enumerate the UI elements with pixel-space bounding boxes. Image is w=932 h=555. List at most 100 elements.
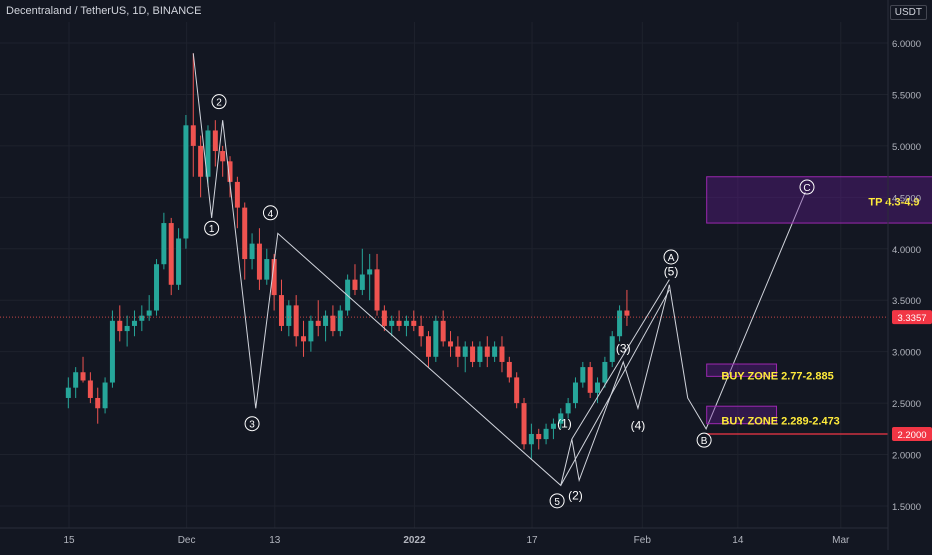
candle <box>572 377 578 409</box>
candle-body <box>256 243 262 280</box>
candle <box>168 217 174 296</box>
wave-label-text: (2) <box>568 489 583 503</box>
wave-label: C <box>799 179 815 195</box>
wave-label: (4) <box>631 419 646 433</box>
wave-line <box>560 289 670 486</box>
candle <box>462 341 468 373</box>
zone-label: TP 4.3-4.9 <box>868 196 919 208</box>
wave-label: A <box>663 249 679 265</box>
zone-label: BUY ZONE 2.289-2.473 <box>721 416 839 428</box>
candle-body <box>73 372 79 388</box>
candle-body <box>220 151 226 162</box>
candle <box>301 320 307 357</box>
candle <box>286 300 292 337</box>
wave-line <box>571 279 670 440</box>
x-tick-label: Mar <box>832 535 850 546</box>
support-price-tag <box>892 426 932 441</box>
candle <box>212 120 218 167</box>
candle <box>367 253 373 301</box>
x-tick-label: Dec <box>178 535 196 546</box>
candle <box>587 361 593 398</box>
candle-body <box>470 346 476 362</box>
candle-body <box>227 161 233 182</box>
candle <box>330 305 336 337</box>
y-tick-label: 3.0000 <box>892 348 921 359</box>
candle-body <box>595 382 601 393</box>
candle-body <box>168 223 174 285</box>
last-price-tag <box>892 310 932 325</box>
wave-label: (1) <box>557 417 572 431</box>
currency-label[interactable]: USDT <box>889 5 927 20</box>
candle-body <box>293 305 299 337</box>
candle <box>139 305 145 332</box>
wave-label: 2 <box>211 94 227 110</box>
candle-body <box>124 325 130 332</box>
candle <box>161 212 167 270</box>
candle <box>131 310 137 337</box>
candle <box>65 377 71 409</box>
wave-label-text: 2 <box>216 98 222 109</box>
x-tick-label: Feb <box>634 535 652 546</box>
wave-label-text: A <box>668 253 675 264</box>
candle <box>249 233 255 270</box>
x-tick-label: 2022 <box>403 535 426 546</box>
candle <box>580 361 586 388</box>
wave-label-circle <box>244 416 260 432</box>
candle-body <box>87 380 93 398</box>
candle-body <box>396 320 402 326</box>
candle-body <box>580 367 586 383</box>
x-tick-label: 14 <box>732 535 744 546</box>
zones: TP 4.3-4.9 BUY ZONE 2.77-2.885 BUY ZONE 2.… <box>706 176 932 435</box>
candle-body <box>264 259 270 280</box>
candle-body <box>323 315 329 326</box>
candle-body <box>249 243 255 260</box>
candle <box>514 372 520 409</box>
candle <box>198 135 204 198</box>
candle-body <box>102 382 108 409</box>
candle <box>117 305 123 342</box>
candle-body <box>176 238 182 285</box>
candle-body <box>154 264 160 311</box>
wave-label-text: C <box>803 183 810 194</box>
candle-body <box>543 428 549 440</box>
candle <box>176 228 182 290</box>
candle <box>536 428 542 450</box>
candle-body <box>550 423 556 429</box>
candle-body <box>455 346 461 357</box>
x-tick-label: 17 <box>526 535 538 546</box>
candle <box>617 305 623 342</box>
wave-label: 3 <box>244 416 260 432</box>
x-tick-label: 15 <box>63 535 75 546</box>
candle-body <box>109 320 115 383</box>
candle <box>95 387 101 424</box>
candle-body <box>389 320 395 326</box>
wave-label-text: 5 <box>554 497 560 508</box>
candle <box>389 315 395 337</box>
candle-body <box>477 346 483 362</box>
candle-body <box>359 274 365 290</box>
wave-label-circle <box>262 205 278 221</box>
zone-label: BUY ZONE 2.77-2.885 <box>721 370 833 382</box>
candle-body <box>367 269 373 275</box>
candle <box>124 315 130 347</box>
candle-body <box>602 361 608 383</box>
wave-label-text: (3) <box>616 342 631 356</box>
candle <box>595 377 601 404</box>
wave-label-text: (4) <box>631 419 646 433</box>
candle <box>352 264 358 296</box>
candle <box>396 310 402 332</box>
wave-label: B <box>696 432 712 448</box>
candle <box>492 341 498 362</box>
candle-body <box>161 223 167 265</box>
candle-body <box>411 320 417 326</box>
candle-body <box>381 310 387 326</box>
candle <box>418 315 424 347</box>
candle <box>220 145 226 177</box>
candle <box>565 397 571 419</box>
wave-label-circle <box>211 94 227 110</box>
candle-body <box>558 413 564 424</box>
symbol-title[interactable]: Decentraland / TetherUS, 1D, BINANCE <box>6 5 202 17</box>
